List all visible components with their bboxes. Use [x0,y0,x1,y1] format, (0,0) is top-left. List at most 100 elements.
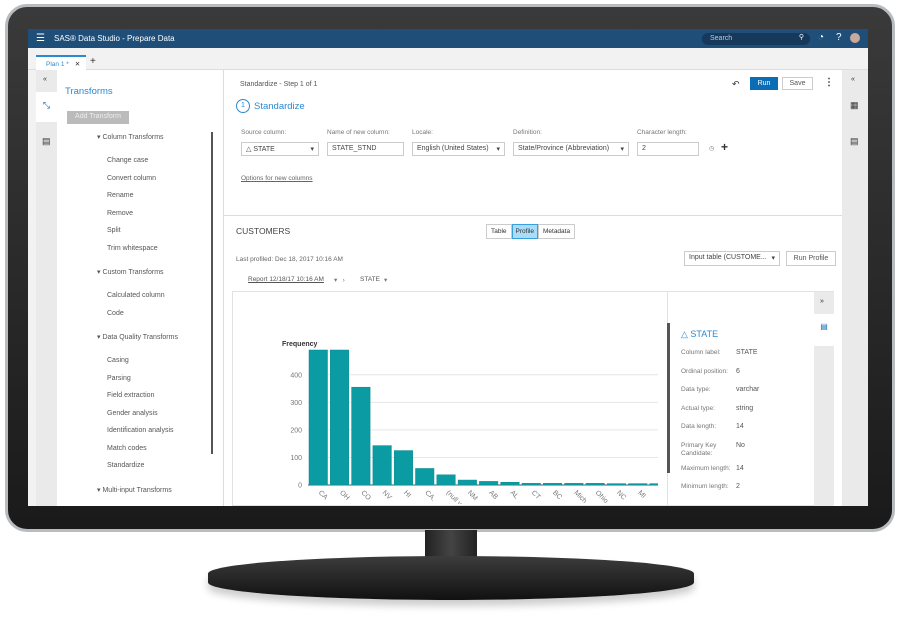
transform-item[interactable]: Match codes [107,444,147,452]
save-button[interactable]: Save [782,77,813,90]
run-profile-button[interactable]: Run Profile [786,251,836,266]
character-length-input[interactable]: 2 [637,142,699,156]
x-tick-label: AB [487,489,499,501]
report-link[interactable]: Report 12/18/17 10:16 AM [248,276,324,283]
grid-icon[interactable]: ▦ [850,100,859,110]
panel-title: Transforms [65,86,113,97]
chevron-down-icon: ▾ [620,146,624,153]
source-column-select[interactable]: △ STATE ▾ [241,142,319,156]
user-clock-icon[interactable]: ◔ [818,32,825,43]
bar [372,445,392,486]
bar [500,481,520,486]
run-button[interactable]: Run [750,77,778,90]
transform-item[interactable]: Parsing [107,374,131,382]
screen: ☰ SAS® Data Studio - Prepare Data Search… [28,29,868,506]
tab-metadata[interactable]: Metadata [537,224,576,239]
collapse-icon[interactable]: « [851,76,855,83]
transform-item[interactable]: Code [107,309,124,317]
locale-select[interactable]: English (United States) ▾ [412,142,505,156]
search-input[interactable]: Search ⚲ [702,33,810,45]
group-label: Data Quality Transforms [102,334,178,341]
chevron-down-icon[interactable]: ▾ › [334,277,345,284]
transform-item[interactable]: Remove [107,209,134,217]
group-0[interactable]: ▾ Column Transforms [97,134,164,141]
character-length-label: Character length: [637,129,687,136]
tab-table[interactable]: Table [486,224,512,239]
detail-label: Primary Key Candidate: [681,441,717,457]
x-tick-label: NC [615,489,627,501]
transform-item[interactable]: Casing [107,357,129,364]
frequency-chart: Frequency0100200300400CAOHCONVHICA.(null… [282,341,658,504]
chevron-down-icon: ▾ [771,255,775,262]
x-tick-label: AL [509,489,520,500]
scrollbar[interactable] [211,132,213,454]
chart-scrollbar[interactable] [667,323,670,473]
input-table-select[interactable]: Input table (CUSTOME... ▾ [684,251,780,266]
transform-item[interactable]: Convert column [107,174,157,182]
transforms-icon[interactable]: ⤡ [36,92,57,122]
column-crumb[interactable]: STATE [360,276,380,283]
chevron-down-icon[interactable]: ▾ [384,277,388,284]
bar [479,481,499,486]
bar [543,483,563,486]
transform-item[interactable]: Split [107,227,121,234]
add-transform-button[interactable]: Add Transform [67,111,129,124]
transform-item[interactable]: Calculated column [107,292,165,299]
bar [457,479,477,486]
detail-value: 6 [736,367,740,375]
view-switcher: Table Profile Metadata [486,224,576,239]
x-tick-label: CO [359,489,372,502]
tab-label: Plan 1 * [46,61,69,68]
undo-icon[interactable]: ↶ [732,79,740,89]
transform-item[interactable]: Change case [107,157,149,164]
source-column-value: STATE [253,146,275,153]
collapse-icon[interactable]: « [43,76,47,83]
x-tick-label: Ohio [594,489,609,504]
step-title: Standardize [254,101,305,112]
y-tick-label: 100 [290,455,302,462]
table-icon[interactable]: ▤ [850,136,859,146]
transform-item[interactable]: Field extraction [107,392,155,399]
expand-icon[interactable]: » [820,298,824,305]
bar [436,474,456,486]
new-column-name-input[interactable]: STATE_STND [327,142,404,156]
source-column-label: Source column: [241,129,287,136]
detail-label: Column label: [681,349,721,356]
details-icon[interactable]: ▤ [814,314,834,346]
add-tab-icon[interactable]: + [90,56,96,67]
search-icon[interactable]: ⚲ [798,34,804,41]
step-editor: Standardize - Step 1 of 1 ↶ Run Save ⋮ 1… [224,70,842,216]
table-icon[interactable]: ▤ [42,136,51,146]
help-icon[interactable]: ? [836,32,842,43]
close-icon[interactable]: ✕ [74,61,81,68]
group-1[interactable]: ▾ Custom Transforms [97,269,164,276]
menu-icon[interactable]: ☰ [36,33,45,44]
app-header: ☰ SAS® Data Studio - Prepare Data Search… [28,29,868,48]
more-options-icon[interactable]: ⋮ [824,77,834,88]
bar [521,483,541,486]
group-3[interactable]: ▾ Multi-input Transforms [97,486,172,494]
avatar[interactable] [850,33,860,43]
transform-item[interactable]: Trim whitespace [107,244,158,252]
definition-select[interactable]: State/Province (Abbreviation) ▾ [513,142,629,156]
transform-item[interactable]: Gender analysis [107,409,158,417]
info-icon[interactable]: ◷ [709,146,715,152]
group-2[interactable]: ▾ Data Quality Transforms [97,334,178,341]
transform-item[interactable]: Standardize [107,462,145,469]
last-profiled: Last profiled: Dec 18, 2017 10:16 AM [236,256,343,263]
chevron-down-icon: ▾ [496,146,500,153]
tab-plan-1[interactable]: Plan 1 * ✕ [36,55,86,70]
x-tick-label: HI [402,489,412,499]
transform-item[interactable]: Identification analysis [107,427,174,434]
bar [585,483,605,486]
options-link[interactable]: Options for new columns [241,175,313,182]
locale-value: English (United States) [417,145,489,152]
details-title-text: STATE [690,329,719,339]
step-number: 1 [236,99,250,113]
step-header: Standardize - Step 1 of 1 [240,81,318,88]
tab-profile[interactable]: Profile [511,224,538,239]
transform-item[interactable]: Rename [107,192,134,199]
detail-value: string [736,404,754,412]
add-icon[interactable]: + [721,140,729,154]
detail-label: Maximum length: [681,464,731,472]
